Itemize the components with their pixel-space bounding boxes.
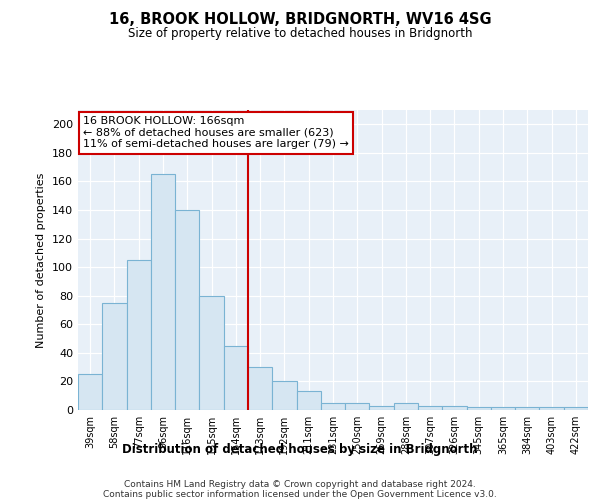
Bar [515, 407, 539, 410]
Bar [175, 210, 199, 410]
Text: Size of property relative to detached houses in Bridgnorth: Size of property relative to detached ho… [128, 28, 472, 40]
Text: 16, BROOK HOLLOW, BRIDGNORTH, WV16 4SG: 16, BROOK HOLLOW, BRIDGNORTH, WV16 4SG [109, 12, 491, 28]
Bar [78, 374, 102, 410]
Bar [321, 403, 345, 410]
Bar [151, 174, 175, 410]
Bar [564, 407, 588, 410]
Bar [248, 367, 272, 410]
Bar [272, 382, 296, 410]
Bar [442, 406, 467, 410]
Bar [539, 407, 564, 410]
Bar [102, 303, 127, 410]
Text: Distribution of detached houses by size in Bridgnorth: Distribution of detached houses by size … [122, 442, 478, 456]
Bar [199, 296, 224, 410]
Text: 16 BROOK HOLLOW: 166sqm
← 88% of detached houses are smaller (623)
11% of semi-d: 16 BROOK HOLLOW: 166sqm ← 88% of detache… [83, 116, 349, 149]
Bar [467, 407, 491, 410]
Y-axis label: Number of detached properties: Number of detached properties [37, 172, 46, 348]
Bar [224, 346, 248, 410]
Bar [127, 260, 151, 410]
Bar [370, 406, 394, 410]
Bar [491, 407, 515, 410]
Bar [296, 392, 321, 410]
Text: Contains HM Land Registry data © Crown copyright and database right 2024.
Contai: Contains HM Land Registry data © Crown c… [103, 480, 497, 500]
Bar [345, 403, 370, 410]
Bar [394, 403, 418, 410]
Bar [418, 406, 442, 410]
